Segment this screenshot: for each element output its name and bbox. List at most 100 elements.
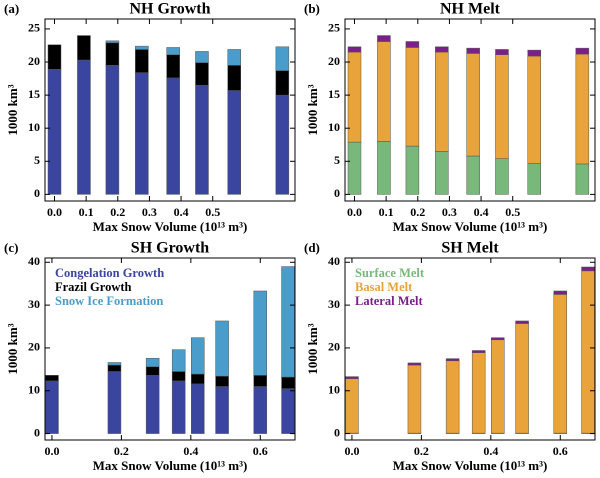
bar-segment	[45, 375, 59, 382]
bar-segment	[495, 158, 509, 195]
y-tick-label: 40	[28, 254, 40, 268]
bar-segment	[407, 362, 422, 366]
bar-segment	[77, 59, 91, 195]
panel: (a) NH Growth 0 5 10 15 20 25 0.0 0.1 0.2 0.3 0.4 0.5…	[4, 1, 296, 234]
bar-segment	[445, 358, 460, 362]
bar-segment	[553, 294, 568, 434]
legend-entry: Snow Ice Formation	[55, 294, 163, 308]
bar-segment	[347, 46, 362, 53]
bar-segment	[191, 373, 205, 385]
bar-segment	[166, 77, 180, 195]
y-tick-label: 20	[28, 340, 40, 354]
bar-segment	[491, 337, 505, 341]
bar-segment	[191, 383, 205, 434]
panel-label: (d)	[304, 240, 320, 255]
y-tick-label: 30	[28, 297, 40, 311]
x-tick-label: 0.2	[114, 444, 129, 458]
bar-segment	[445, 360, 460, 434]
x-tick-label: 0.1	[79, 205, 94, 219]
legend-entry: Congelation Growth	[55, 266, 164, 280]
panel-label: (b)	[304, 1, 320, 16]
bar-segment	[275, 46, 290, 71]
bar-segment	[253, 290, 268, 376]
bar-segment	[281, 376, 295, 389]
chart-title: SH Growth	[131, 240, 209, 257]
chart-title: SH Melt	[441, 240, 499, 257]
bar-segment	[345, 378, 359, 434]
bar-segment	[466, 47, 480, 54]
bar-segment	[275, 94, 290, 195]
y-tick-label: 0	[334, 425, 340, 439]
x-tick-label: 0.5	[205, 205, 220, 219]
bar-segment	[171, 371, 186, 382]
bar-segment	[435, 51, 449, 152]
x-tick-label: 0.0	[47, 205, 62, 219]
plot-frame	[344, 18, 596, 202]
y-tick-label: 10	[28, 383, 40, 397]
bar-segment	[281, 266, 295, 378]
bar-segment	[135, 72, 149, 195]
bar-segment	[195, 62, 209, 86]
bar-segment	[166, 54, 180, 79]
panel-label: (a)	[4, 1, 19, 16]
bar-segment	[435, 151, 449, 195]
bar-segment	[515, 320, 529, 324]
bar-segment	[491, 339, 505, 434]
bar-segment	[195, 51, 209, 63]
panel-label: (c)	[4, 240, 18, 255]
bar-segment	[105, 65, 120, 195]
x-axis-label: Max Snow Volume (10¹³ m³)	[93, 219, 248, 234]
x-tick-label: 0.4	[174, 205, 189, 219]
y-tick-label: 20	[328, 54, 340, 68]
bar-segment	[581, 270, 595, 434]
y-tick-label: 25	[328, 21, 340, 35]
bar-segment	[227, 65, 241, 91]
panel: (b) NH Melt 0 5 10 15 20 25 0.0 0.1 0.2 0.3 0.4 0.5Ma…	[304, 1, 596, 234]
bar-segment	[575, 163, 590, 195]
bar-segment	[77, 35, 91, 61]
bar-segment	[471, 352, 486, 434]
panel: (c) SH Growth 0 10 20 30 40 0.0 0.2 0.4 0.6 Max Sno…	[4, 240, 296, 473]
y-axis-label: 1000 km³	[5, 84, 20, 135]
bar-segment	[515, 323, 529, 434]
bar-segment	[227, 90, 241, 195]
y-axis-label: 1000 km³	[305, 84, 320, 135]
chart-title: NH Melt	[440, 1, 501, 18]
x-tick-label: 0.4	[474, 205, 489, 219]
bar-segment	[407, 364, 422, 434]
legend-entry: Frazil Growth	[55, 280, 132, 294]
plot-frame	[44, 257, 296, 441]
x-tick-label: 0.1	[379, 205, 394, 219]
bar-segment	[527, 49, 541, 57]
bar-segment	[45, 380, 59, 434]
bar-segment	[145, 375, 160, 434]
bar-segment	[135, 45, 149, 50]
bar-segment	[253, 375, 268, 387]
bar-segment	[471, 350, 486, 353]
x-axis-label: Max Snow Volume (10¹³ m³)	[93, 458, 248, 473]
chart-title: NH Growth	[129, 1, 210, 18]
x-tick-label: 0.2	[410, 205, 425, 219]
x-tick-label: 0.2	[414, 444, 429, 458]
bar-segment	[105, 40, 120, 44]
y-tick-label: 25	[28, 21, 40, 35]
bar-segment	[135, 49, 149, 73]
bar-segment	[405, 47, 420, 147]
bar-segment	[495, 49, 509, 55]
panel: (d) SH Melt 0 10 20 30 40 0.0 0.2 0.4 0.6 Max Snow …	[304, 240, 596, 473]
legend-entry: Basal Melt	[355, 280, 413, 294]
y-tick-label: 0	[334, 186, 340, 200]
y-tick-label: 5	[334, 153, 340, 167]
y-tick-label: 5	[34, 153, 40, 167]
bar-segment	[227, 49, 241, 66]
bar-segment	[527, 55, 541, 164]
bar-segment	[215, 375, 229, 387]
x-axis-label: Max Snow Volume (10¹³ m³)	[393, 458, 548, 473]
bar-segment	[47, 69, 62, 195]
bar-segment	[107, 362, 122, 366]
bar-segment	[215, 320, 229, 377]
bar-segment	[191, 337, 205, 375]
bar-segment	[107, 364, 122, 372]
bar-segment	[281, 388, 295, 434]
